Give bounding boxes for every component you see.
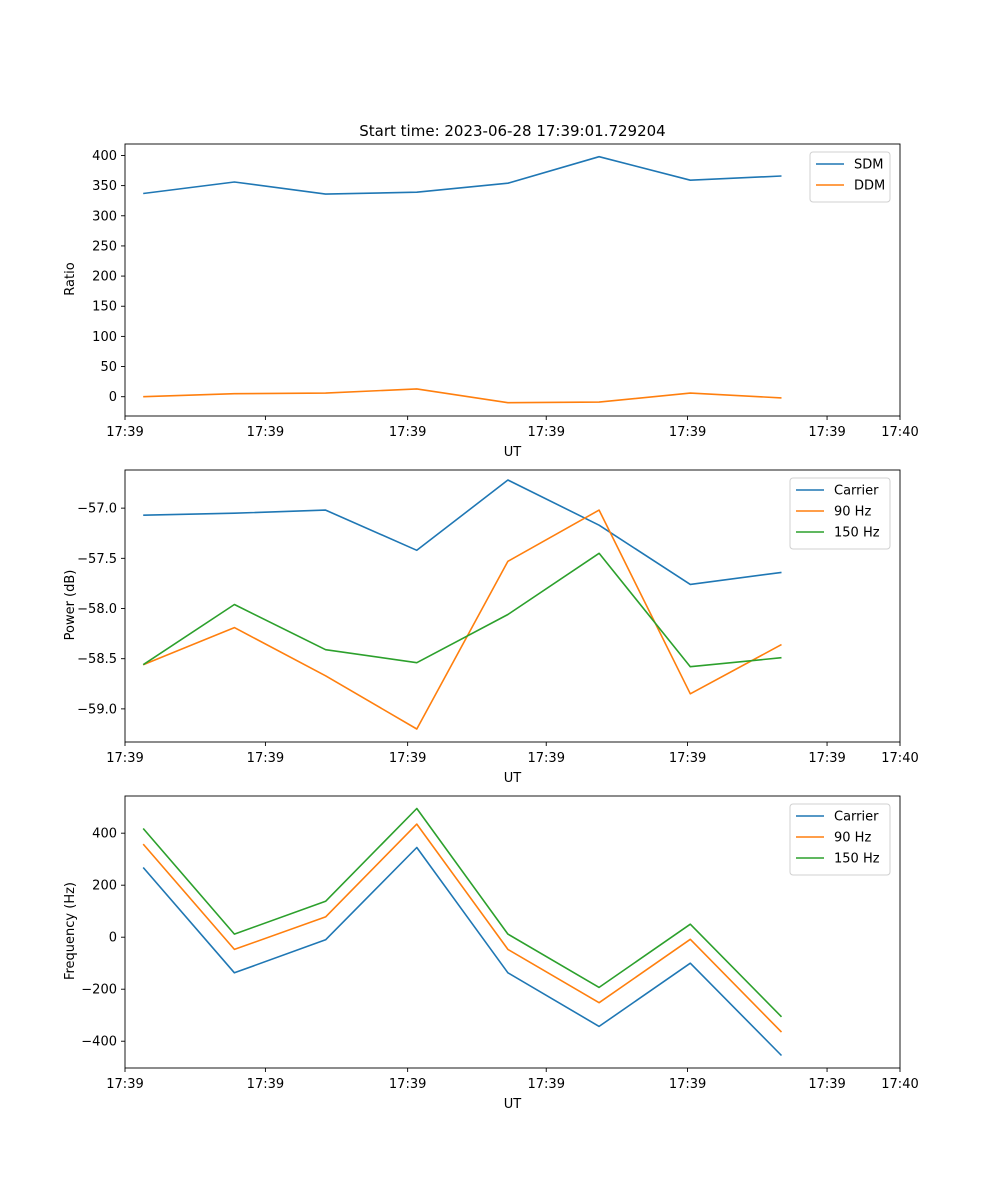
x-tick-label: 17:39 bbox=[808, 425, 845, 440]
x-tick-label: 17:40 bbox=[881, 1077, 918, 1092]
x-tick-label: 17:39 bbox=[528, 751, 565, 766]
x-tick-label: 17:39 bbox=[808, 751, 845, 766]
y-tick-label: −59.0 bbox=[77, 702, 117, 717]
y-tick-label: −400 bbox=[81, 1035, 117, 1050]
legend: Carrier 90 Hz 150 Hz bbox=[789, 803, 891, 876]
x-tick-label: 17:39 bbox=[669, 751, 706, 766]
series-line-carrier bbox=[143, 479, 782, 586]
series-line-90-hz bbox=[142, 509, 782, 730]
y-axis-label: Power (dB) bbox=[63, 570, 78, 641]
subplot-2: −59.0 −58.5 −58.0 −57.5 −57.0 17:39 17:39 17:39… bbox=[63, 469, 919, 786]
y-axis-label: Ratio bbox=[63, 262, 78, 295]
x-tick-label: 17:40 bbox=[881, 751, 918, 766]
x-tick-label: 17:39 bbox=[247, 425, 284, 440]
x-tick-label: 17:39 bbox=[669, 1077, 706, 1092]
y-axis-label: Frequency (Hz) bbox=[63, 882, 78, 980]
axes-frame bbox=[124, 795, 901, 1069]
x-axis-label: UT bbox=[504, 1097, 522, 1112]
series-line-150-hz bbox=[142, 552, 782, 668]
y-tick-label: 150 bbox=[92, 300, 117, 315]
x-tick-label: 17:39 bbox=[247, 1077, 284, 1092]
x-tick-label: 17:40 bbox=[881, 425, 918, 440]
legend: SDM DDM bbox=[809, 151, 891, 203]
x-tick-label: 17:39 bbox=[808, 1077, 845, 1092]
legend: Carrier 90 Hz 150 Hz bbox=[789, 477, 891, 550]
y-tick-label: 400 bbox=[92, 827, 117, 842]
x-tick-label: 17:39 bbox=[247, 751, 284, 766]
series-line-sdm bbox=[143, 155, 782, 195]
y-tick-label: 0 bbox=[109, 931, 117, 946]
y-tick-label: 100 bbox=[92, 330, 117, 345]
x-tick-label: 17:39 bbox=[389, 1077, 426, 1092]
series-line-carrier bbox=[142, 846, 783, 1057]
x-axis-label: UT bbox=[504, 771, 522, 786]
y-tick-label: −57.5 bbox=[77, 552, 117, 567]
y-tick-label: 0 bbox=[109, 390, 117, 405]
x-axis-label: UT bbox=[504, 445, 522, 460]
x-tick-label: 17:39 bbox=[106, 1077, 143, 1092]
legend-label: Carrier bbox=[834, 810, 879, 825]
x-tick-label: 17:39 bbox=[106, 751, 143, 766]
legend-label: 90 Hz bbox=[834, 831, 871, 846]
series-line-90-hz bbox=[142, 823, 783, 1033]
y-tick-label: 200 bbox=[92, 879, 117, 894]
legend-label: 90 Hz bbox=[834, 505, 871, 520]
axes-frame bbox=[124, 469, 901, 743]
subplot-1: 0 50 100 150 200 250 300 350 400 17:39 17:39 17:39 1… bbox=[63, 122, 919, 460]
series-line-ddm bbox=[143, 388, 782, 404]
subplot-3: −400 −200 0 200 400 17:39 17:39 17:39 17:39 17:39… bbox=[63, 795, 919, 1112]
legend-label: 150 Hz bbox=[834, 852, 880, 867]
y-tick-label: 400 bbox=[92, 149, 117, 164]
x-tick-label: 17:39 bbox=[106, 425, 143, 440]
y-tick-label: −58.5 bbox=[77, 652, 117, 667]
y-tick-label: −200 bbox=[81, 983, 117, 998]
x-tick-label: 17:39 bbox=[389, 751, 426, 766]
x-tick-label: 17:39 bbox=[669, 425, 706, 440]
x-tick-label: 17:39 bbox=[389, 425, 426, 440]
legend-label: 150 Hz bbox=[834, 526, 880, 541]
series-line-150-hz bbox=[142, 807, 783, 1018]
y-tick-label: 250 bbox=[92, 239, 117, 254]
y-tick-label: 300 bbox=[92, 209, 117, 224]
y-tick-label: 200 bbox=[92, 270, 117, 285]
legend-label: DDM bbox=[854, 179, 885, 194]
legend-label: SDM bbox=[854, 158, 883, 173]
legend-label: Carrier bbox=[834, 484, 879, 499]
y-tick-label: −57.0 bbox=[77, 502, 117, 517]
chart-title: Start time: 2023-06-28 17:39:01.729204 bbox=[359, 122, 665, 140]
y-tick-label: −58.0 bbox=[77, 602, 117, 617]
axes-frame bbox=[124, 143, 901, 417]
y-tick-label: 50 bbox=[100, 360, 117, 375]
x-tick-label: 17:39 bbox=[528, 1077, 565, 1092]
x-tick-label: 17:39 bbox=[528, 425, 565, 440]
y-tick-label: 350 bbox=[92, 179, 117, 194]
